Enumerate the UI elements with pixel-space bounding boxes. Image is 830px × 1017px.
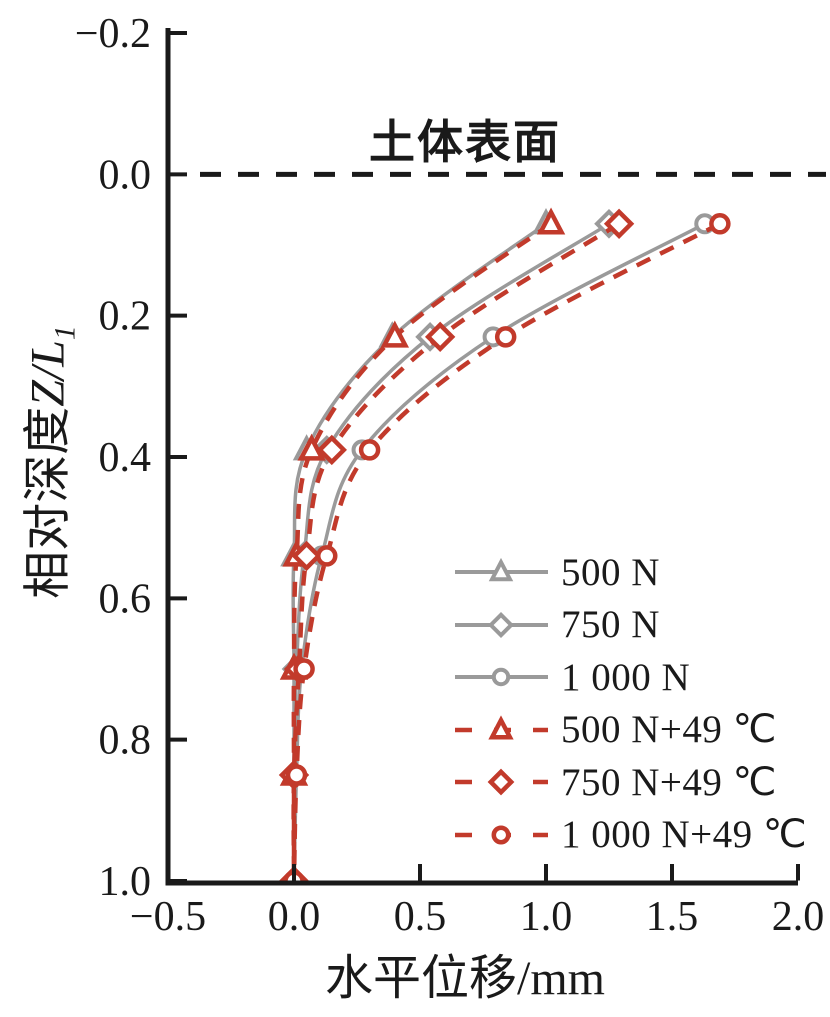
soil-surface-label: 土体表面 <box>369 117 561 168</box>
y-tick-label: 1.0 <box>99 859 152 905</box>
legend-sample <box>455 611 548 638</box>
triangle-marker-icon <box>536 207 566 235</box>
legend-label: 1 000 N+49 ℃ <box>561 813 808 857</box>
x-tick-label: 1.0 <box>520 894 573 940</box>
legend-sample <box>455 668 548 687</box>
triangle-marker-icon <box>380 320 410 348</box>
circle-marker-icon <box>316 545 338 567</box>
diamond-marker-icon <box>316 434 347 466</box>
diamond-marker-icon <box>487 768 515 796</box>
legend-sample <box>455 715 548 740</box>
circle-marker-icon <box>491 668 511 687</box>
circle-marker-icon <box>358 439 381 461</box>
y-tick-label: 0.0 <box>99 152 152 198</box>
legend-sample <box>455 768 548 796</box>
legend: 500 N 750 N 1 000 N 500 N+49 ℃ 750 N+49 ℃ 1 0… <box>452 546 807 861</box>
circle-marker-icon <box>285 764 308 786</box>
circle-marker-icon <box>494 326 517 348</box>
x-tick-label: 0.5 <box>394 894 447 940</box>
x-tick-label: 2.0 <box>772 894 825 940</box>
y-tick-label: 0.4 <box>99 435 152 481</box>
diamond-marker-icon <box>424 321 456 353</box>
curve-1-000-n-49 <box>291 221 721 882</box>
legend-label: 750 N+49 ℃ <box>561 760 777 804</box>
y-tick-label: 0.8 <box>99 718 152 764</box>
series-group <box>278 207 731 883</box>
triangle-marker-icon <box>488 558 514 582</box>
legend-sample <box>455 825 548 845</box>
circle-marker-icon <box>293 658 315 680</box>
x-tick-label: 0.0 <box>268 894 321 940</box>
y-tick-label: 0.6 <box>99 576 152 622</box>
legend-label: 500 N <box>561 550 660 594</box>
legend-item-500-n-49: 500 N+49 ℃ <box>452 704 807 757</box>
circle-marker-icon <box>709 213 731 235</box>
legend-item-750-n-49: 750 N+49 ℃ <box>452 756 807 809</box>
legend-sample <box>455 558 548 582</box>
y-axis-title: 相对深度Z/L1 <box>8 325 83 599</box>
y-axis-title-text: 相对深度 <box>21 406 75 599</box>
legend-label: 500 N+49 ℃ <box>561 708 777 752</box>
legend-item-1-000-n: 1 000 N <box>452 651 807 704</box>
y-axis-variable: Z/L <box>21 340 75 407</box>
triangle-marker-icon <box>488 715 514 740</box>
y-tick-label: −0.2 <box>75 11 151 57</box>
legend-label: 1 000 N <box>561 655 691 699</box>
diamond-marker-icon <box>603 208 635 239</box>
circle-marker-icon <box>491 825 511 845</box>
legend-item-750-n: 750 N <box>452 599 807 652</box>
triangle-marker-icon <box>297 433 326 461</box>
y-tick-label: 0.2 <box>99 294 152 340</box>
legend-item-500-n: 500 N <box>452 546 807 599</box>
curve-750-n-49 <box>291 221 621 882</box>
legend-label: 750 N <box>561 603 660 647</box>
x-tick-label: 1.5 <box>646 894 699 940</box>
diamond-marker-icon <box>487 611 515 638</box>
legend-item-1-000-n-49: 1 000 N+49 ℃ <box>452 809 807 862</box>
diamond-marker-icon <box>291 540 322 572</box>
x-axis-title: 水平位移/mm <box>324 952 605 1005</box>
y-axis-subscript: 1 <box>48 325 82 341</box>
x-tick-label: −0.5 <box>130 894 206 940</box>
